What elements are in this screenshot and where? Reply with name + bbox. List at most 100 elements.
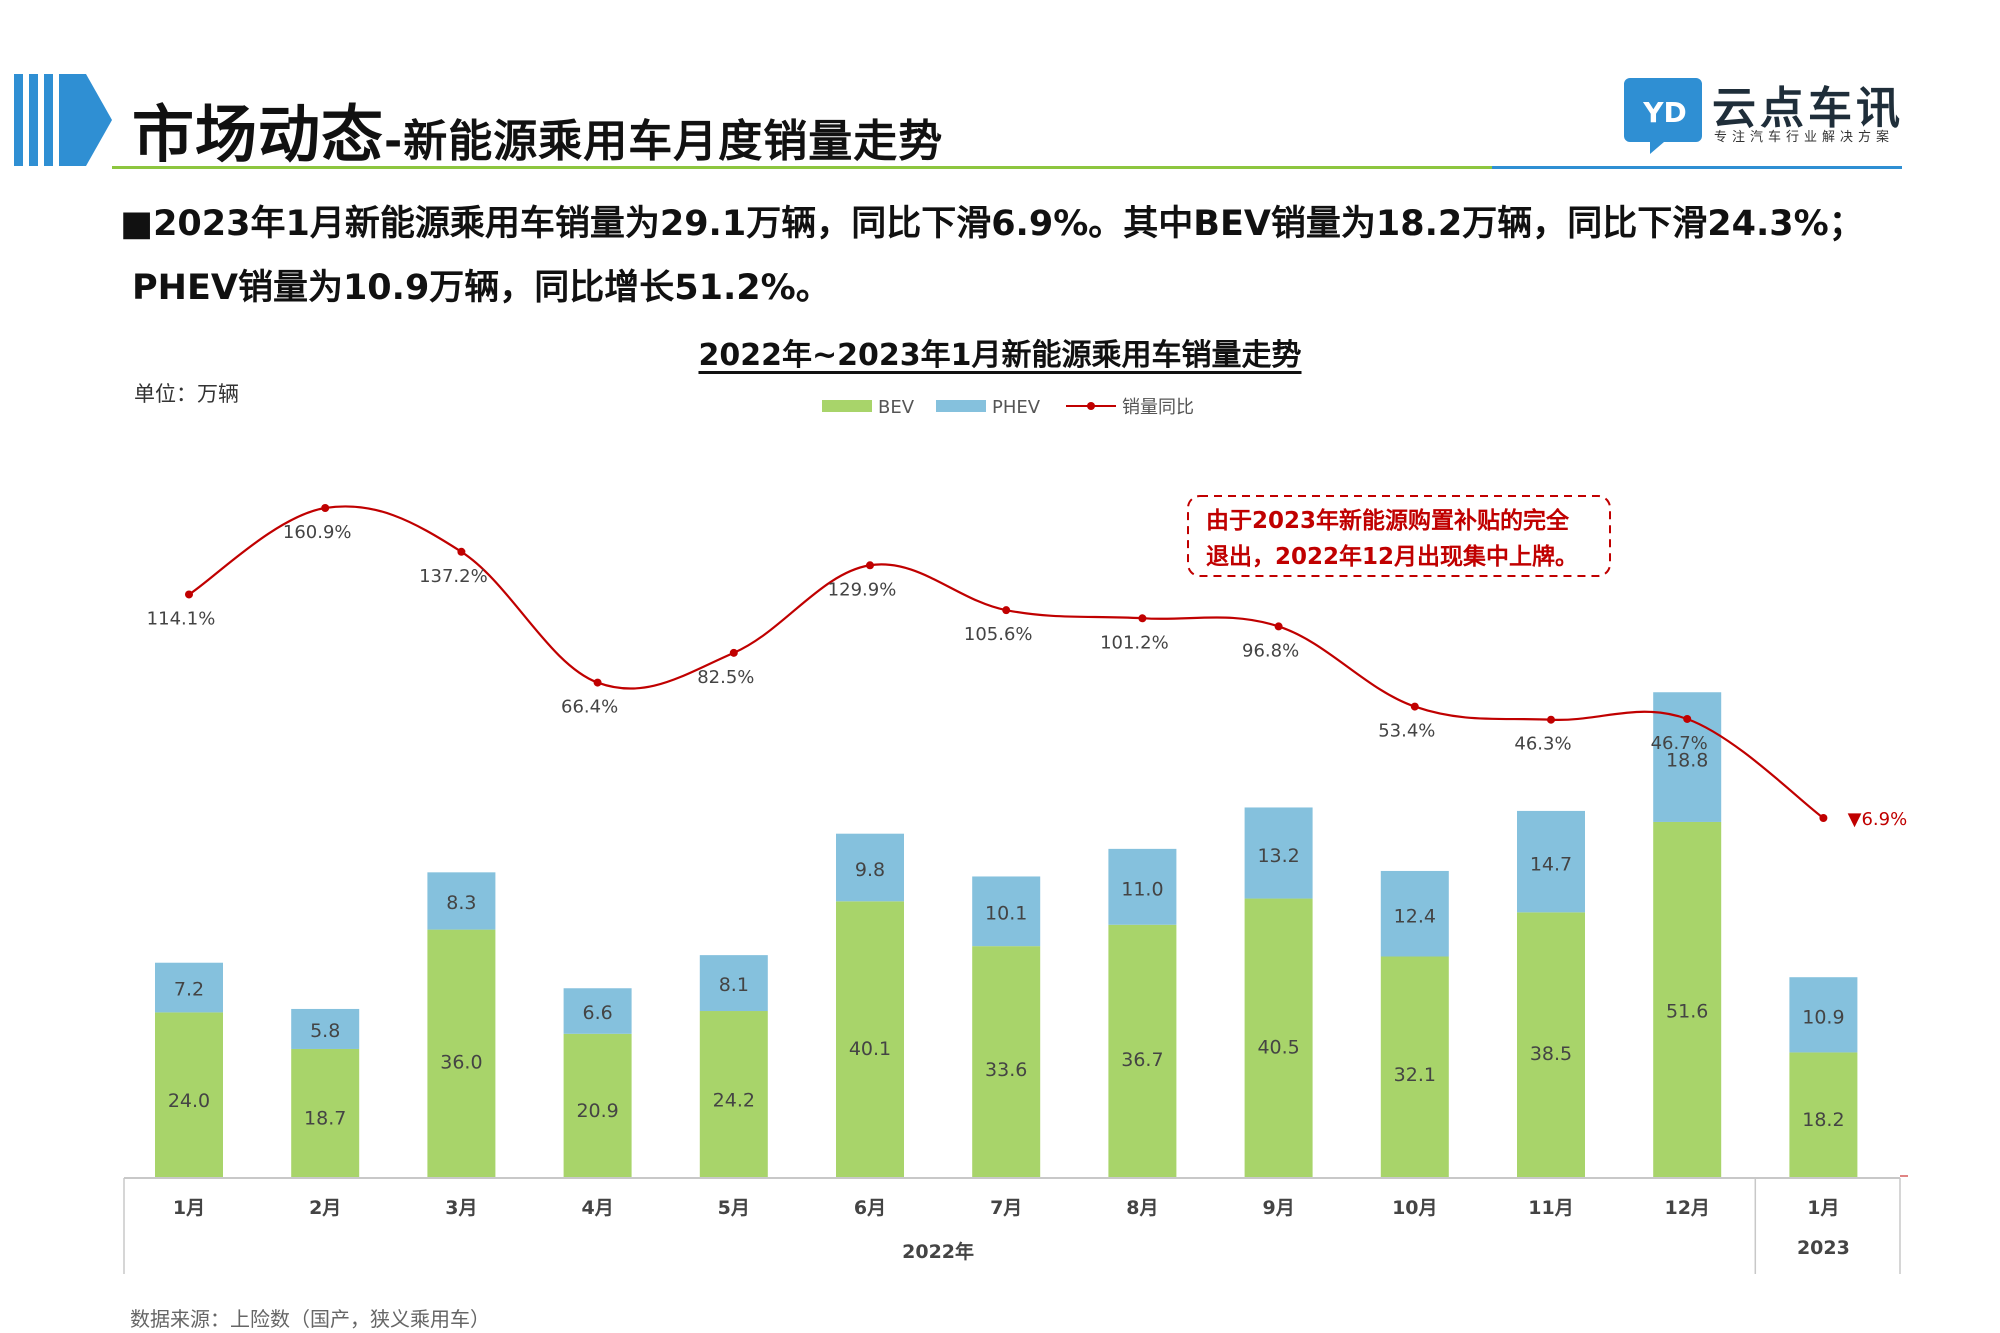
unit-label: 单位：万辆 xyxy=(134,382,239,406)
data-label-bev: 20.9 xyxy=(576,1100,618,1122)
year-group-label: 2023 xyxy=(1797,1237,1850,1259)
chart-legend: BEV PHEV 销量同比 xyxy=(822,397,1194,418)
yoy-point xyxy=(185,590,193,599)
data-source: 数据来源：上险数（国产，狭义乘用车） xyxy=(130,1307,490,1331)
legend-label-phev: PHEV xyxy=(992,397,1041,418)
data-label-bev: 24.2 xyxy=(713,1090,755,1112)
summary-line-1: ■2023年1月新能源乘用车销量为29.1万辆，同比下滑6.9%。其中BEV销量… xyxy=(120,204,1864,244)
yoy-point xyxy=(1002,606,1011,615)
bar-bev xyxy=(1653,821,1722,1178)
yoy-line-series: 114.1% 160.9% 137.2% 66.4% 82.5% 129.9% 105.6%… xyxy=(147,504,1908,830)
callout-box xyxy=(1187,495,1611,577)
bar-phev xyxy=(1517,810,1585,913)
x-tick-label: 8月 xyxy=(1126,1197,1158,1219)
data-label-bev: 36.0 xyxy=(440,1051,482,1073)
data-label-phev: 10.9 xyxy=(1802,1006,1844,1028)
bar-bev xyxy=(155,1012,223,1178)
data-label-bev: 40.1 xyxy=(849,1038,891,1060)
summary-line-2: PHEV销量为10.9万辆，同比增长51.2%。 xyxy=(132,268,831,308)
data-label-phev: 18.8 xyxy=(1666,750,1708,772)
data-label-bev: 18.2 xyxy=(1802,1109,1844,1131)
yoy-label: 105.6% xyxy=(964,624,1033,645)
yoy-label: 82.5% xyxy=(697,667,754,688)
yoy-point xyxy=(1819,814,1828,822)
bar-phev xyxy=(1789,977,1858,1053)
logo-mark: YD xyxy=(1642,96,1687,129)
data-label-phev: 8.3 xyxy=(446,892,476,914)
x-tick-label: 5月 xyxy=(718,1197,750,1219)
yoy-label: 137.2% xyxy=(419,566,488,587)
bar-bev xyxy=(836,901,904,1178)
header-divider xyxy=(112,166,1902,169)
data-label-bev: 32.1 xyxy=(1394,1064,1436,1086)
data-label-phev: 8.1 xyxy=(719,974,749,996)
chart-title: 2022年~2023年1月新能源乘用车销量走势 xyxy=(698,338,1302,373)
page-title: 市场动态-新能源乘用车月度销量走势 xyxy=(132,84,943,174)
data-label-bev: 38.5 xyxy=(1530,1043,1572,1065)
yoy-label: 46.3% xyxy=(1514,734,1571,755)
bar-phev xyxy=(427,872,496,930)
data-label-bev: 40.5 xyxy=(1257,1037,1299,1059)
yoy-point xyxy=(729,648,738,657)
x-tick-label: 7月 xyxy=(990,1197,1022,1219)
bar-bev xyxy=(699,1011,768,1178)
bar-phev xyxy=(563,988,632,1034)
data-label-bev: 36.7 xyxy=(1121,1049,1163,1071)
legend-swatch-bev xyxy=(822,400,872,412)
bar-phev xyxy=(836,833,904,902)
bar-phev xyxy=(1108,848,1177,925)
x-tick-label: 10月 xyxy=(1392,1197,1437,1219)
bar-series: 24.0 7.2 18.7 5.8 36.0 8.3 20.9 6.6 24.2 8.1 40.1 9… xyxy=(155,692,1858,1178)
data-label-phev: 14.7 xyxy=(1530,854,1572,876)
yoy-point xyxy=(593,678,602,687)
yoy-label: 96.8% xyxy=(1242,640,1299,661)
x-tick-label: 2月 xyxy=(309,1197,341,1219)
bar-phev xyxy=(1380,870,1449,957)
page-title-main: 市场动态 xyxy=(132,98,385,171)
x-tick-label: 1月 xyxy=(1807,1197,1839,1219)
yoy-point xyxy=(457,547,466,556)
header-accent-bars xyxy=(14,74,112,166)
brand-name: 云点车讯 xyxy=(1712,83,1904,134)
yoy-point xyxy=(866,561,874,570)
bar-bev xyxy=(1517,912,1585,1178)
brand-logo-icon: YD xyxy=(1624,78,1702,154)
brand-tagline: 专注汽车行业解决方案 xyxy=(1714,130,1895,145)
yoy-label: ▼6.9% xyxy=(1848,809,1908,830)
bar-phev xyxy=(699,955,768,1012)
yoy-point xyxy=(321,504,330,512)
year-group-label: 2022年 xyxy=(902,1240,974,1263)
x-tick-label: 4月 xyxy=(581,1197,613,1219)
callout-line-2: 退出，2022年12月出现集中上牌。 xyxy=(1206,543,1578,570)
yoy-point xyxy=(1274,622,1283,631)
x-tick-label: 6月 xyxy=(854,1197,886,1219)
yoy-point xyxy=(1410,702,1419,711)
yoy-label: 66.4% xyxy=(561,697,618,718)
bar-bev xyxy=(1244,898,1313,1178)
legend-swatch-phev xyxy=(936,400,986,412)
callout-line-1: 由于2023年新能源购置补贴的完全 xyxy=(1206,507,1570,534)
x-tick-label: 3月 xyxy=(445,1197,477,1219)
data-label-phev: 6.6 xyxy=(582,1002,612,1024)
data-label-phev: 13.2 xyxy=(1257,845,1299,867)
bar-bev xyxy=(427,929,496,1178)
yoy-label: 53.4% xyxy=(1378,721,1435,742)
data-label-bev: 33.6 xyxy=(985,1059,1027,1081)
data-label-phev: 5.8 xyxy=(310,1020,340,1042)
bar-phev xyxy=(1244,807,1313,899)
yoy-label: 101.2% xyxy=(1100,632,1169,653)
data-label-phev: 10.1 xyxy=(985,903,1027,925)
yoy-point xyxy=(1138,614,1147,623)
data-label-bev: 18.7 xyxy=(304,1107,346,1129)
data-label-bev: 51.6 xyxy=(1666,1001,1708,1023)
yoy-label: 160.9% xyxy=(283,522,352,543)
bar-bev xyxy=(972,946,1041,1178)
legend-label-yoy: 销量同比 xyxy=(1122,397,1194,418)
x-tick-label: 9月 xyxy=(1262,1197,1294,1219)
data-label-phev: 7.2 xyxy=(174,979,204,1001)
yoy-label: 46.7% xyxy=(1651,733,1708,754)
x-tick-label: 12月 xyxy=(1664,1197,1709,1219)
yoy-point xyxy=(1683,714,1692,723)
